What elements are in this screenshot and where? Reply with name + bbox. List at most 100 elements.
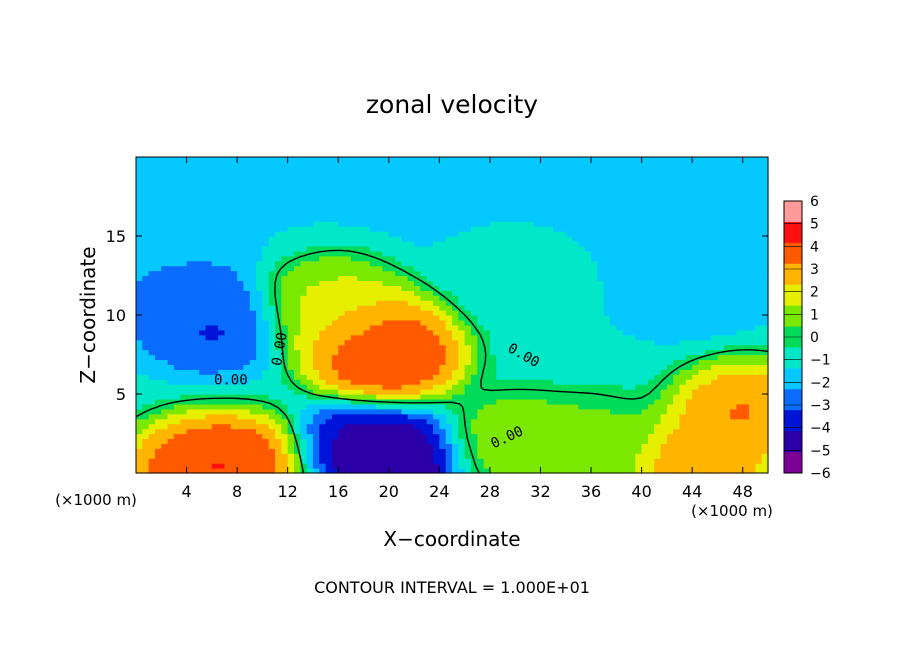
heatmap-cell bbox=[325, 226, 333, 232]
heatmap-cell bbox=[281, 359, 289, 365]
heatmap-cell bbox=[136, 206, 143, 212]
heatmap-cell bbox=[540, 226, 548, 232]
heatmap-cell bbox=[199, 403, 207, 410]
heatmap-cell bbox=[584, 240, 592, 247]
heatmap-cell bbox=[369, 216, 377, 222]
heatmap-cell bbox=[331, 334, 339, 341]
heatmap-cell bbox=[363, 201, 371, 207]
heatmap-cell bbox=[136, 413, 143, 420]
heatmap-cell bbox=[376, 359, 384, 365]
heatmap-cell bbox=[300, 206, 308, 212]
heatmap-cell bbox=[616, 171, 624, 178]
heatmap-cell bbox=[401, 310, 409, 316]
heatmap-cell bbox=[515, 315, 523, 321]
heatmap-cell bbox=[186, 236, 194, 242]
heatmap-cell bbox=[483, 334, 491, 341]
heatmap-cell bbox=[287, 236, 295, 242]
heatmap-cell bbox=[597, 334, 605, 341]
heatmap-cell bbox=[452, 315, 459, 321]
heatmap-cell bbox=[306, 270, 314, 277]
heatmap-cell bbox=[515, 181, 523, 188]
heatmap-cell bbox=[211, 196, 219, 203]
heatmap-cell bbox=[540, 290, 548, 296]
heatmap-cell bbox=[142, 196, 150, 203]
heatmap-cell bbox=[565, 324, 573, 331]
heatmap-cell bbox=[357, 344, 365, 351]
heatmap-cell bbox=[508, 453, 516, 459]
heatmap-cell bbox=[452, 260, 459, 267]
heatmap-cell bbox=[388, 339, 396, 346]
heatmap-cell bbox=[584, 364, 592, 370]
heatmap-cell bbox=[420, 285, 428, 291]
heatmap-cell bbox=[136, 255, 143, 262]
heatmap-cell bbox=[312, 226, 320, 232]
heatmap-cell bbox=[622, 418, 630, 425]
heatmap-cell bbox=[546, 344, 554, 351]
heatmap-cell bbox=[521, 176, 529, 183]
heatmap-cell bbox=[603, 413, 611, 420]
heatmap-cell bbox=[477, 181, 485, 188]
heatmap-cell bbox=[534, 384, 542, 390]
heatmap-cell bbox=[553, 364, 561, 370]
heatmap-cell bbox=[287, 389, 295, 395]
heatmap-cell bbox=[281, 418, 289, 425]
heatmap-cell bbox=[502, 201, 510, 207]
heatmap-cell bbox=[496, 201, 504, 207]
heatmap-cell bbox=[275, 265, 282, 272]
heatmap-cell bbox=[243, 468, 251, 474]
heatmap-cell bbox=[350, 255, 358, 262]
heatmap-cell bbox=[578, 191, 586, 198]
heatmap-cell bbox=[521, 408, 529, 415]
heatmap-cell bbox=[148, 349, 156, 356]
heatmap-cell bbox=[142, 394, 150, 400]
heatmap-cell bbox=[281, 453, 289, 459]
heatmap-cell bbox=[357, 157, 365, 163]
heatmap-cell bbox=[319, 265, 327, 272]
heatmap-cell bbox=[414, 260, 421, 267]
heatmap-cell bbox=[154, 334, 162, 341]
heatmap-cell bbox=[338, 191, 346, 198]
heatmap-cell bbox=[218, 255, 226, 262]
heatmap-cell bbox=[559, 166, 567, 173]
heatmap-cell bbox=[508, 438, 516, 444]
heatmap-cell bbox=[508, 226, 516, 232]
heatmap-cell bbox=[388, 270, 396, 277]
heatmap-cell bbox=[357, 448, 365, 454]
heatmap-cell bbox=[211, 443, 219, 449]
heatmap-cell bbox=[256, 191, 263, 198]
heatmap-cell bbox=[256, 418, 263, 425]
heatmap-cell bbox=[338, 206, 346, 212]
heatmap-cell bbox=[559, 231, 567, 237]
heatmap-cell bbox=[363, 265, 371, 272]
heatmap-cell bbox=[439, 275, 447, 282]
heatmap-cell bbox=[237, 206, 245, 212]
heatmap-cell bbox=[610, 236, 617, 242]
heatmap-cell bbox=[237, 310, 245, 316]
heatmap-cell bbox=[350, 463, 358, 469]
heatmap-cell bbox=[508, 458, 516, 464]
heatmap-cell bbox=[515, 161, 523, 168]
heatmap-cell bbox=[502, 186, 510, 193]
heatmap-cell bbox=[167, 413, 175, 420]
heatmap-cell bbox=[237, 305, 245, 311]
heatmap-cell bbox=[281, 201, 289, 207]
heatmap-cell bbox=[161, 398, 169, 405]
heatmap-cell bbox=[395, 186, 403, 193]
heatmap-cell bbox=[622, 191, 630, 198]
heatmap-cell bbox=[319, 339, 327, 346]
heatmap-cell bbox=[344, 423, 352, 430]
heatmap-cell bbox=[445, 463, 453, 469]
heatmap-cell bbox=[388, 171, 396, 178]
heatmap-cell bbox=[496, 236, 504, 242]
heatmap-cell bbox=[584, 285, 592, 291]
heatmap-cell bbox=[414, 221, 421, 227]
heatmap-cell bbox=[496, 463, 504, 469]
heatmap-cell bbox=[230, 191, 238, 198]
heatmap-cell bbox=[180, 418, 188, 425]
heatmap-cell bbox=[268, 221, 276, 227]
heatmap-cell bbox=[136, 329, 143, 336]
heatmap-cell bbox=[470, 319, 478, 326]
heatmap-cell bbox=[161, 265, 169, 272]
heatmap-cell bbox=[508, 319, 516, 326]
heatmap-cell bbox=[281, 285, 289, 291]
